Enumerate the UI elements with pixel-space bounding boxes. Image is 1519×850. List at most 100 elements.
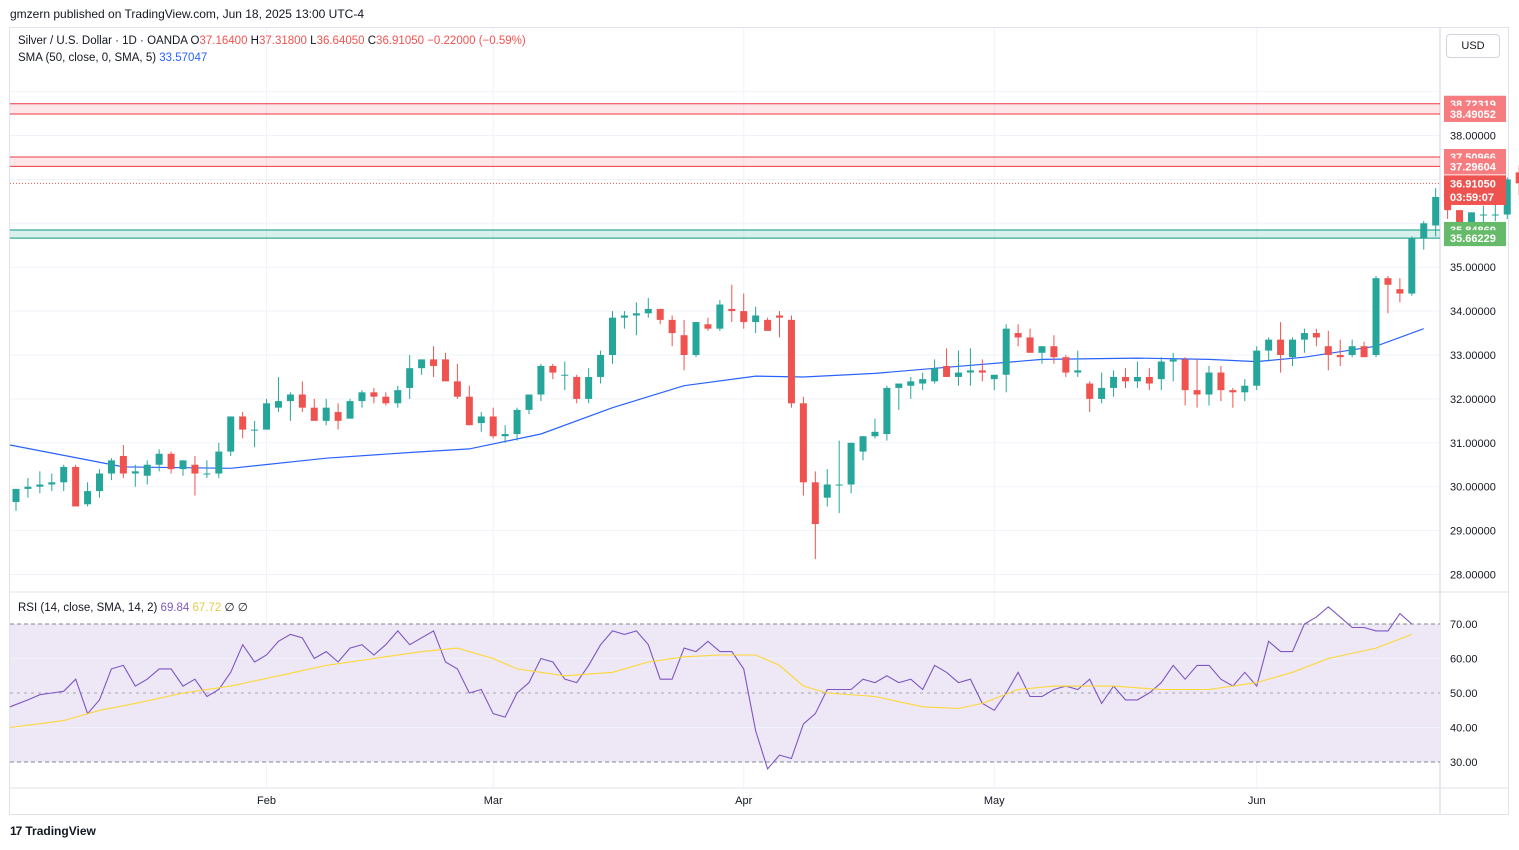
candle xyxy=(1503,177,1511,219)
candle xyxy=(346,398,354,419)
candle-body xyxy=(620,315,628,318)
candle xyxy=(191,455,199,496)
candle xyxy=(1217,365,1225,402)
rsi-legend-value: 69.84 xyxy=(160,602,190,614)
time-axis-label: Jun xyxy=(1248,795,1266,807)
candle xyxy=(119,444,127,478)
candle-body xyxy=(167,453,175,470)
time-axis-label: Mar xyxy=(484,795,503,807)
candle xyxy=(72,464,80,507)
candle-body xyxy=(1145,376,1153,384)
candle xyxy=(1348,339,1356,358)
sma-line xyxy=(9,328,1424,469)
candle xyxy=(1300,328,1308,353)
candle-body xyxy=(1289,339,1297,358)
candle xyxy=(96,469,104,498)
time-axis-label: Apr xyxy=(735,795,752,807)
candle-body xyxy=(406,368,414,388)
rsi-axis-label: 50.00 xyxy=(1450,688,1478,700)
footer-brand: 17 TradingView xyxy=(10,824,96,838)
candle xyxy=(704,317,712,331)
rsi-axis-label: 60.00 xyxy=(1450,654,1478,666)
candle-body xyxy=(907,381,915,386)
candle xyxy=(1432,188,1440,237)
candle-body xyxy=(143,464,151,476)
sma-legend: SMA (50, close, 0, SMA, 5) 33.57047 xyxy=(18,52,207,64)
candle-body xyxy=(465,396,473,426)
candle xyxy=(36,471,44,494)
candle xyxy=(215,442,223,478)
candle-body xyxy=(251,429,259,431)
candle xyxy=(943,348,951,377)
candle-body xyxy=(358,392,366,402)
candle-body xyxy=(549,365,557,373)
candle-body xyxy=(96,473,104,492)
candle-body xyxy=(1324,346,1332,355)
candle xyxy=(477,412,485,432)
price-axis-label: 31.00000 xyxy=(1450,438,1496,450)
candle-body xyxy=(1098,387,1106,399)
candle xyxy=(668,315,676,347)
candle xyxy=(764,317,772,331)
candle xyxy=(1360,341,1368,358)
price-tag-label: 36.91050 xyxy=(1450,178,1496,190)
candle-body xyxy=(1515,172,1519,184)
candle-body xyxy=(752,315,760,323)
candle-body xyxy=(561,374,569,376)
candle xyxy=(334,403,342,430)
candle xyxy=(227,416,235,456)
candle-body xyxy=(12,488,20,503)
candle-body xyxy=(72,466,80,507)
currency-button[interactable]: USD xyxy=(1446,34,1500,58)
candle-body xyxy=(1229,390,1237,393)
candle-body xyxy=(859,436,867,452)
price-tag-label: 35.66229 xyxy=(1450,233,1496,245)
candle-body xyxy=(1169,359,1177,362)
candle-body xyxy=(1300,333,1308,340)
price-tag-label: 38.49052 xyxy=(1450,109,1496,121)
legend-close: 36.91050 xyxy=(376,35,425,47)
candle xyxy=(430,346,438,377)
rsi-line xyxy=(9,606,1413,771)
candle xyxy=(84,482,92,507)
rsi-ma-line xyxy=(9,633,1412,729)
candle xyxy=(1324,330,1332,371)
footer-brand-label: TradingView xyxy=(25,824,96,838)
candle-body xyxy=(1121,376,1129,382)
candle-body xyxy=(1384,278,1392,285)
published-by: gmzern published on TradingView.com, Jun… xyxy=(10,7,364,21)
candle xyxy=(418,359,426,375)
candle-body xyxy=(1467,212,1475,224)
candle xyxy=(883,385,891,441)
candle xyxy=(549,363,557,380)
candle xyxy=(251,420,259,448)
candle-body xyxy=(155,453,163,465)
candle xyxy=(692,322,700,358)
candle xyxy=(632,302,640,336)
price-axis-label: 35.00000 xyxy=(1450,262,1496,274)
candle xyxy=(382,392,390,406)
candle xyxy=(871,418,879,439)
candle xyxy=(656,308,664,325)
candle xyxy=(859,436,867,461)
price-axis-label: 38.00000 xyxy=(1450,131,1496,143)
candle-body xyxy=(24,486,32,489)
candle-body xyxy=(489,416,497,437)
candle-body xyxy=(1277,339,1285,355)
candle xyxy=(322,398,330,426)
candle-body xyxy=(394,390,402,404)
candle xyxy=(561,361,569,391)
price-tag-bg xyxy=(1444,175,1506,192)
candle xyxy=(24,477,32,498)
candle-body xyxy=(298,394,306,408)
candle-body xyxy=(203,473,211,475)
candle xyxy=(1396,278,1404,303)
candle-body xyxy=(537,365,545,395)
candle-body xyxy=(847,442,855,485)
candle xyxy=(1062,355,1070,377)
candle-body xyxy=(716,304,724,329)
candle-body xyxy=(1336,355,1344,358)
candle-body xyxy=(811,482,819,525)
candle xyxy=(131,464,139,487)
